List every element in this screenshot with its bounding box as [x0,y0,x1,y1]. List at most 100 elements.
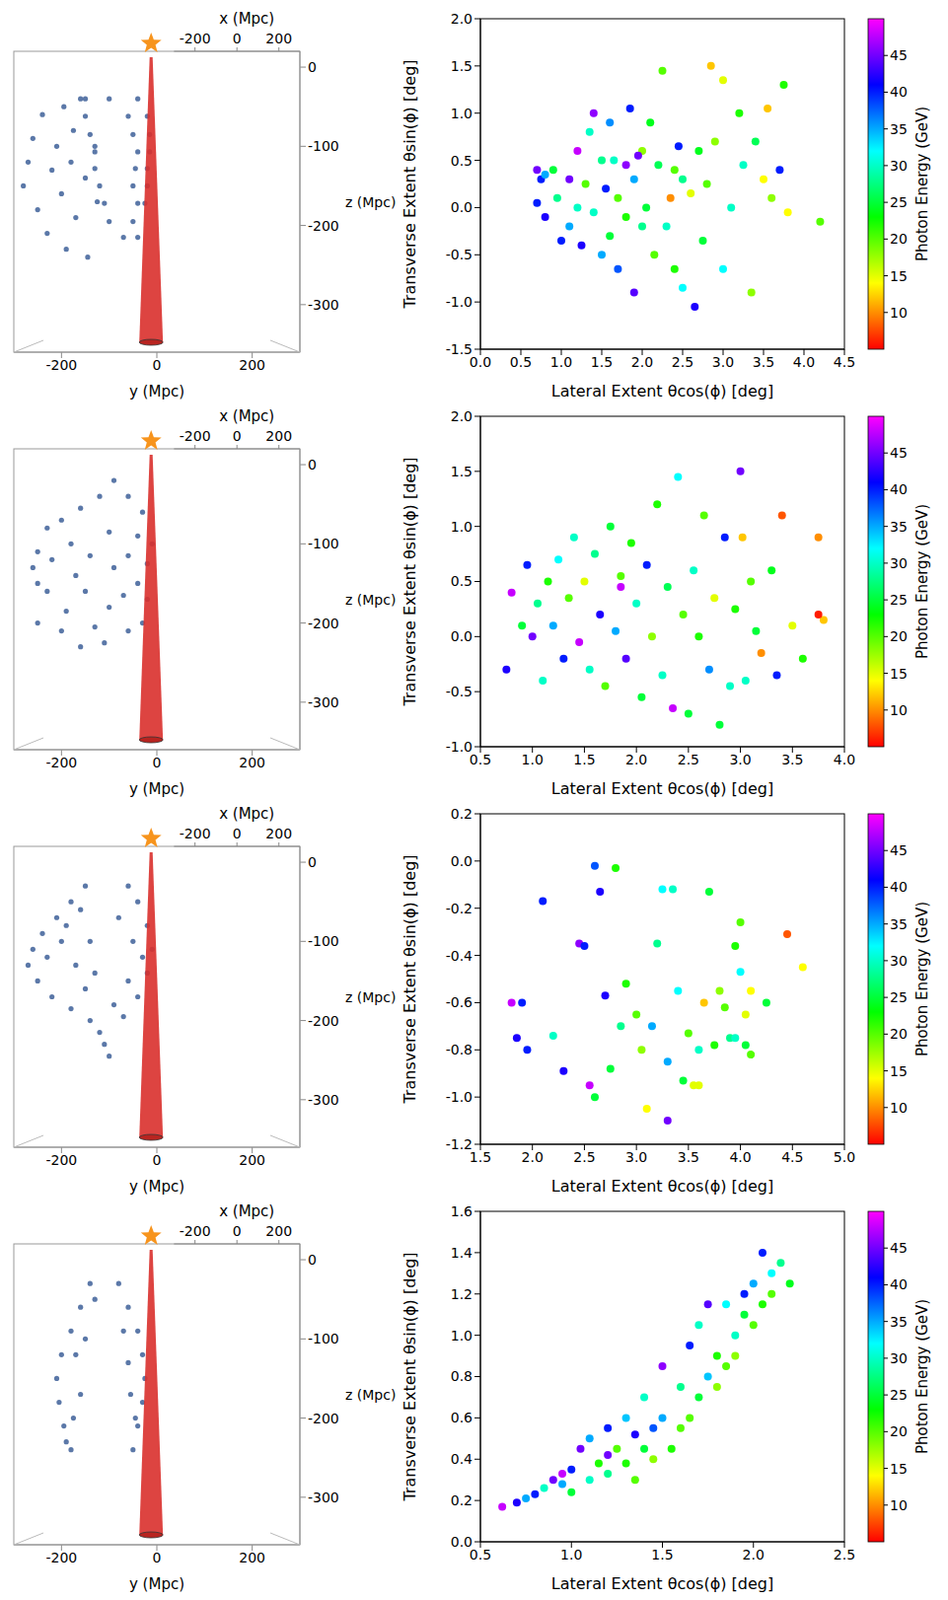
svg-text:3.0: 3.0 [712,354,734,370]
svg-text:40: 40 [889,481,908,498]
svg-text:10: 10 [889,1497,908,1514]
svg-text:-300: -300 [307,296,340,313]
svg-text:30: 30 [889,555,908,572]
svg-text:-1.0: -1.0 [445,1089,473,1105]
svg-text:40: 40 [889,83,908,100]
svg-text:z (Mpc): z (Mpc) [345,194,396,211]
svg-text:-100: -100 [307,138,340,154]
svg-text:2.5: 2.5 [573,1149,595,1166]
svg-text:-1.0: -1.0 [445,738,473,755]
svg-text:25: 25 [889,1386,908,1403]
svg-text:30: 30 [889,952,908,969]
svg-text:-300: -300 [307,1092,340,1108]
svg-text:3.0: 3.0 [729,751,751,768]
svg-text:0.0: 0.0 [450,628,473,645]
svg-text:10: 10 [889,304,908,321]
svg-text:20: 20 [889,230,908,247]
svg-text:0: 0 [152,754,162,771]
svg-text:z (Mpc): z (Mpc) [345,989,396,1006]
svg-text:4.0: 4.0 [729,1149,751,1166]
svg-text:x (Mpc): x (Mpc) [218,1202,275,1221]
svg-text:1.5: 1.5 [651,1546,673,1563]
svg-text:Lateral Extent θcos(ϕ) [deg]: Lateral Extent θcos(ϕ) [deg] [551,1176,774,1196]
svg-text:-0.5: -0.5 [445,683,473,700]
svg-text:0: 0 [307,59,317,75]
svg-text:2.5: 2.5 [671,354,694,370]
svg-text:0: 0 [232,428,242,444]
svg-text:-200: -200 [179,825,212,842]
svg-text:20: 20 [889,1423,908,1440]
svg-text:20: 20 [889,628,908,645]
svg-text:0: 0 [232,1223,242,1240]
svg-text:200: 200 [265,428,292,444]
svg-text:1.0: 1.0 [450,105,473,122]
svg-text:-200: -200 [307,218,340,234]
svg-text:Lateral Extent θcos(ϕ) [deg]: Lateral Extent θcos(ϕ) [deg] [551,381,774,401]
svg-text:0.0: 0.0 [469,354,492,370]
svg-text:3.5: 3.5 [677,1149,700,1166]
svg-text:3.5: 3.5 [752,354,775,370]
svg-text:200: 200 [265,825,292,842]
svg-text:-200: -200 [179,428,212,444]
svg-text:-1.0: -1.0 [445,293,473,310]
svg-text:1.0: 1.0 [550,354,573,370]
svg-text:-100: -100 [307,1330,340,1347]
svg-text:1.5: 1.5 [590,354,613,370]
svg-text:2.0: 2.0 [450,10,473,27]
svg-text:2.0: 2.0 [450,408,473,425]
svg-text:0.2: 0.2 [450,805,473,822]
svg-text:200: 200 [265,1223,292,1240]
svg-text:0: 0 [232,825,242,842]
svg-text:-200: -200 [45,754,77,771]
svg-text:4.5: 4.5 [833,354,856,370]
svg-text:4.0: 4.0 [833,751,856,768]
svg-text:-300: -300 [307,1489,340,1506]
svg-text:z (Mpc): z (Mpc) [345,591,396,608]
svg-text:0.5: 0.5 [450,573,473,589]
svg-text:2.0: 2.0 [625,751,648,768]
svg-text:10: 10 [889,702,908,719]
svg-text:y (Mpc): y (Mpc) [129,1575,185,1594]
svg-text:40: 40 [889,1276,908,1293]
svg-text:1.2: 1.2 [450,1286,473,1303]
svg-text:1.0: 1.0 [560,1546,583,1563]
svg-text:0: 0 [152,1152,162,1168]
svg-text:0.5: 0.5 [469,1546,492,1563]
svg-text:30: 30 [889,1350,908,1367]
svg-text:2.0: 2.0 [631,354,654,370]
svg-text:Transverse Extent θsin(ϕ) [deg: Transverse Extent θsin(ϕ) [deg] [400,59,420,309]
svg-text:1.6: 1.6 [450,1203,473,1220]
svg-text:-200: -200 [307,1013,340,1029]
svg-text:0.0: 0.0 [450,199,473,216]
svg-text:y (Mpc): y (Mpc) [129,1177,185,1196]
svg-text:15: 15 [889,1460,908,1477]
svg-text:45: 45 [889,444,908,461]
svg-text:45: 45 [889,1239,908,1256]
svg-text:y (Mpc): y (Mpc) [129,780,185,799]
svg-text:Photon Energy (GeV): Photon Energy (GeV) [913,901,932,1057]
svg-text:Photon Energy (GeV): Photon Energy (GeV) [913,504,932,659]
svg-text:-0.8: -0.8 [445,1041,473,1058]
svg-text:200: 200 [238,357,266,373]
svg-text:1.5: 1.5 [469,1149,492,1166]
svg-text:200: 200 [265,30,292,47]
svg-text:Transverse Extent θsin(ϕ) [deg: Transverse Extent θsin(ϕ) [deg] [400,456,420,707]
svg-text:25: 25 [889,989,908,1006]
svg-text:-200: -200 [179,30,212,47]
svg-text:-200: -200 [45,1152,77,1168]
svg-text:3.5: 3.5 [781,751,803,768]
svg-text:1.5: 1.5 [450,463,473,480]
svg-text:0: 0 [307,456,317,473]
svg-text:5.0: 5.0 [833,1149,856,1166]
svg-text:-100: -100 [307,933,340,949]
svg-text:0.8: 0.8 [450,1368,473,1385]
svg-text:200: 200 [238,1152,266,1168]
svg-text:0.5: 0.5 [469,751,492,768]
svg-text:15: 15 [889,268,908,285]
svg-text:0: 0 [307,1251,317,1268]
svg-text:4.5: 4.5 [781,1149,803,1166]
svg-text:30: 30 [889,157,908,174]
svg-text:35: 35 [889,121,908,138]
svg-text:20: 20 [889,1025,908,1042]
svg-text:25: 25 [889,194,908,211]
